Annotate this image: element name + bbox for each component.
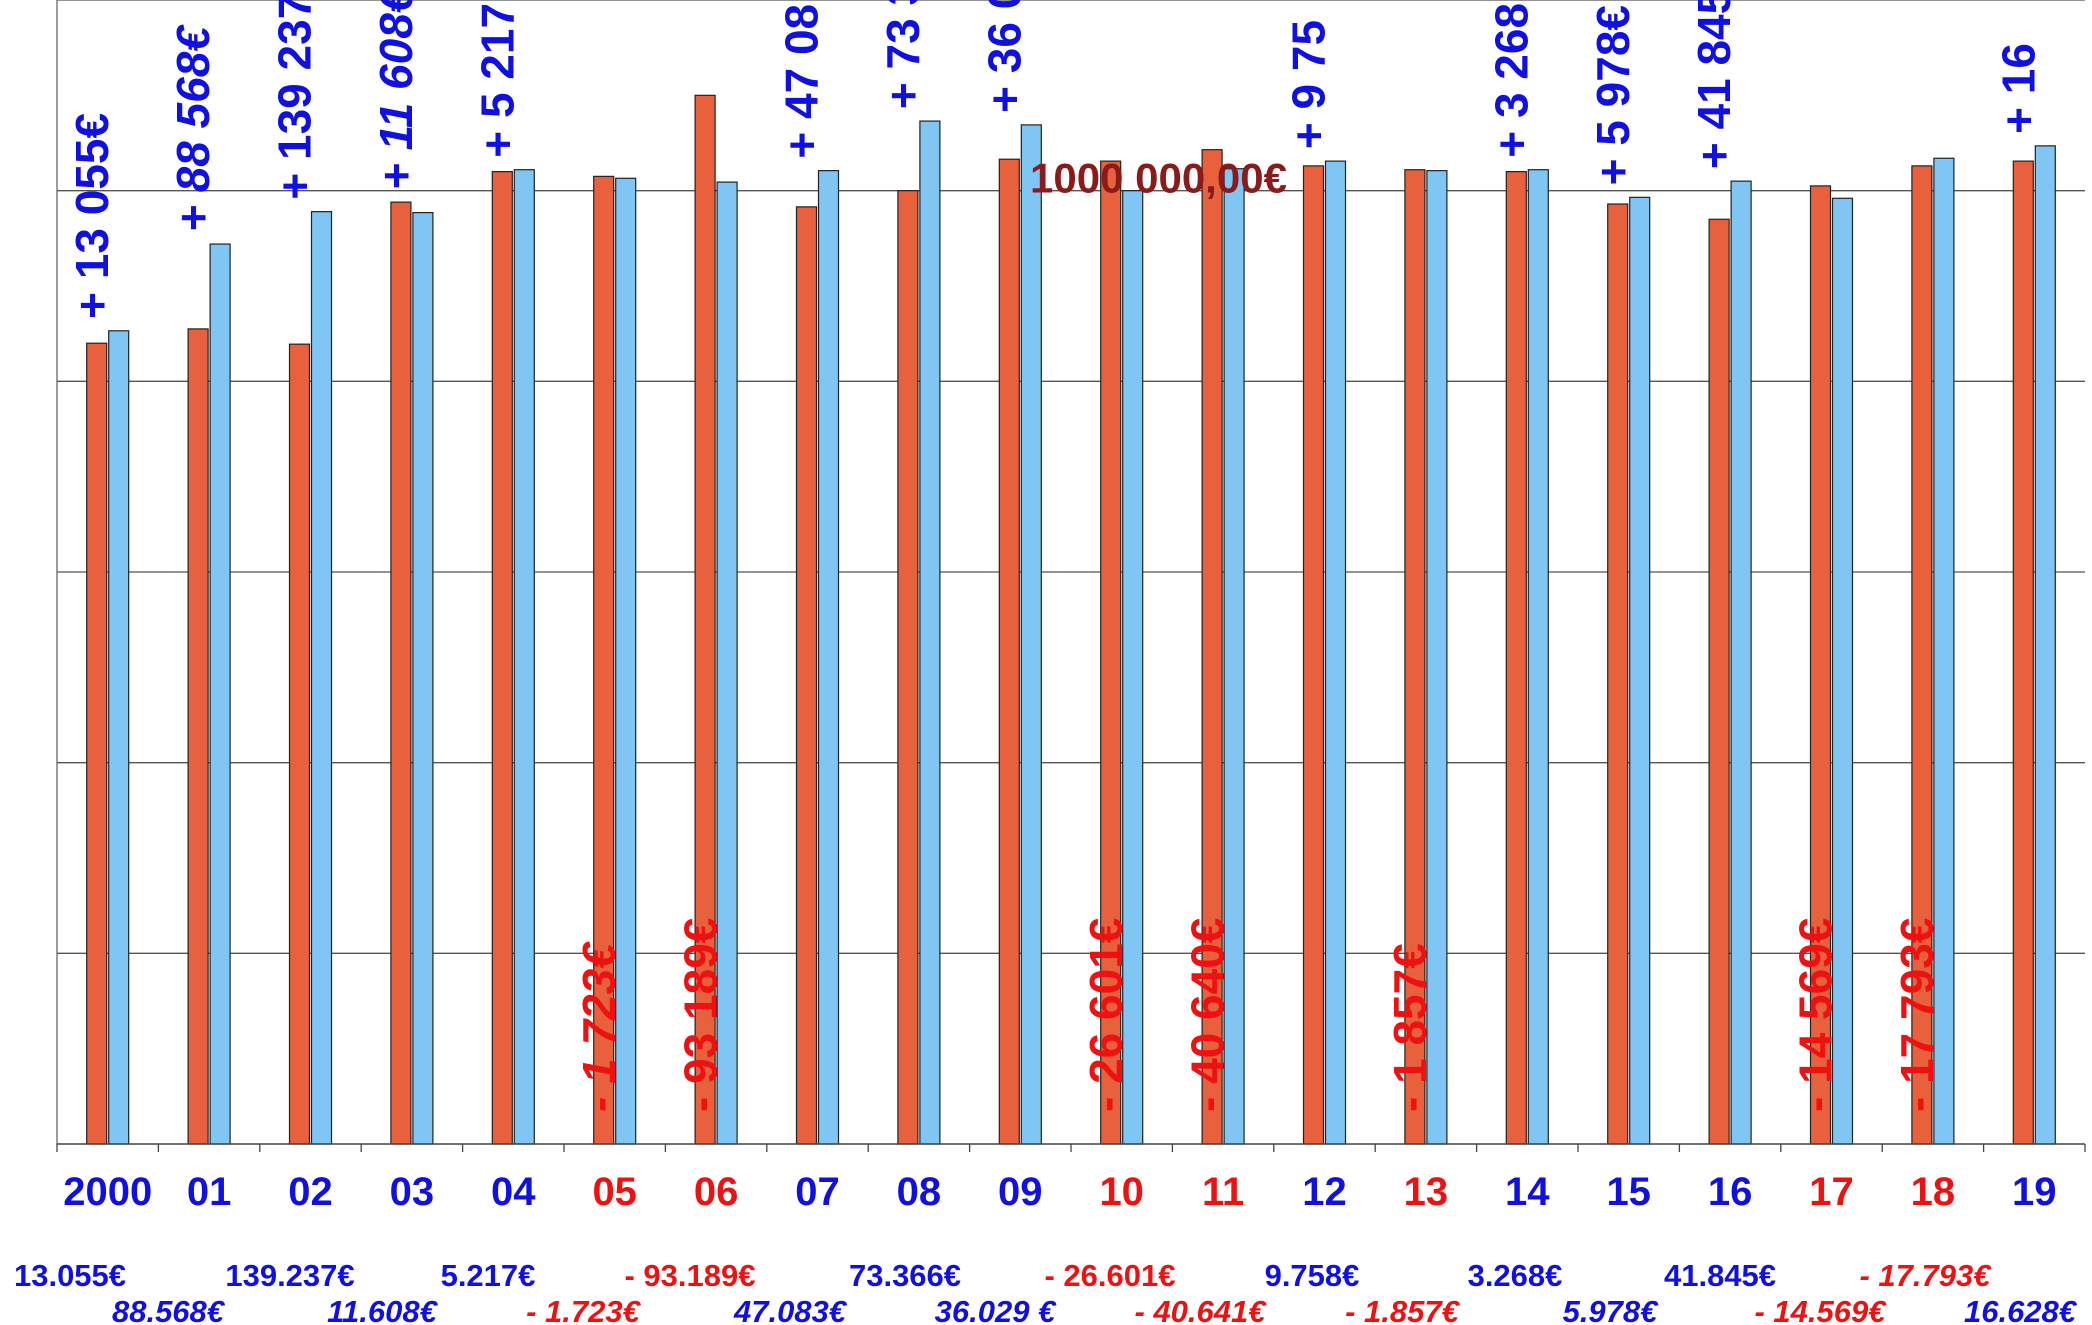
bar-value-label: + 36 02 [978,0,1030,113]
bar-blue-16 [1730,180,1752,1145]
summary-value: - 40.641€ [1135,1294,1268,1325]
x-tick-label: 12 [1302,1170,1347,1214]
bar-orange-02 [288,343,311,1145]
summary-value: - 17.793€ [1860,1258,1993,1293]
bar-orange-04 [491,171,513,1145]
x-tick-label: 09 [998,1170,1043,1214]
x-tick-label: 02 [288,1170,333,1214]
summary-value: - 14.569€ [1755,1294,1888,1325]
bar-orange-2000 [86,342,108,1145]
bar-blue-02 [310,211,333,1145]
x-tick-label: 15 [1606,1170,1651,1214]
bar-blue-03 [412,211,434,1145]
bar-orange-19 [2012,160,2034,1145]
bar-value-label: + 139 237 [269,0,321,200]
summary-value: 47.083€ [733,1294,848,1325]
summary-values: 13.055€ 139.237€ 5.217€ - 93.189€ 73.366€ - 2… [14,1258,2078,1325]
summary-value: 5.217€ [441,1258,536,1293]
bar-value-label: + 88 568€ [167,24,219,232]
x-tick-label: 07 [795,1170,840,1214]
bar-blue-07 [817,170,840,1145]
bar-value-label: - 14 569€ [1790,918,1842,1112]
bar-orange-09 [998,158,1020,1145]
bar-value-label: - 26 601€ [1080,918,1132,1112]
x-tick-label: 19 [2012,1170,2057,1214]
x-tick-label: 18 [1911,1170,1956,1214]
summary-value: - 93.189€ [625,1258,756,1293]
bar-value-label: - 1 723€ [573,941,625,1112]
x-tick-label: 11 [1202,1170,1244,1214]
x-axis: 2000 01 02 03 04 05 06 07 08 09 10 11 12 13 14 15 16 17 18… [56,1143,2086,1214]
bar-value-label: - 1 857€ [1384,943,1436,1112]
summary-value: 139.237€ [225,1258,354,1293]
bar-orange-07 [795,206,818,1145]
x-tick-label: 13 [1404,1170,1449,1214]
x-tick-label: 05 [592,1170,637,1214]
summary-value: 9.758€ [1265,1258,1360,1293]
bar-orange-12 [1302,165,1325,1145]
bar-blue-15 [1629,196,1651,1145]
summary-value: 5.978€ [1563,1294,1660,1325]
bar-blue-04 [513,169,535,1145]
bar-blue-12 [1324,160,1347,1145]
summary-value: 88.568€ [112,1294,226,1325]
summary-value: - 1.723€ [526,1294,642,1325]
bar-value-label: + 11 608€ [370,0,422,190]
bar-value-label: + 5 217 [471,3,523,158]
summary-value: 13.055€ [14,1258,126,1293]
bar-blue-2000 [108,330,130,1145]
reference-line-group: 1000 000,00€ [1030,155,1287,202]
reference-line-label: 1000 000,00€ [1030,155,1287,202]
bar-value-label: + 3 268 [1485,3,1537,158]
bar-orange-15 [1607,203,1629,1145]
summary-value: - 26.601€ [1045,1258,1176,1293]
bar-value-labels: + 13 055€ + 88 568€ + 139 237 + 11 608€ + 5 … [66,0,2045,1112]
x-tick-label: 16 [1708,1170,1753,1214]
x-tick-label: 14 [1505,1170,1550,1214]
bar-value-label: + 47 08 [776,4,828,159]
x-tick-label: 06 [694,1170,739,1214]
bar-value-label: + 41 845 [1688,0,1740,169]
bar-blue-08 [919,120,941,1145]
summary-value: - 1.857€ [1345,1294,1461,1325]
bar-orange-01 [187,328,209,1145]
bar-value-label: + 9 75 [1283,20,1335,149]
summary-value: 36.029 € [935,1294,1057,1325]
bar-value-label: + 73 36 [877,0,929,109]
bar-value-label: - 40 640€ [1181,918,1233,1112]
x-tick-label: 17 [1809,1170,1854,1214]
x-tick-label: 04 [491,1170,536,1214]
summary-value: 73.366€ [849,1258,961,1293]
x-tick-label: 01 [187,1170,232,1214]
bar-blue-01 [209,243,231,1145]
x-tick-label: 10 [1099,1170,1144,1214]
x-tick-label: 08 [897,1170,942,1214]
bar-blue-19 [2034,145,2056,1145]
x-tick-label: 2000 [63,1170,152,1214]
bars [86,94,2056,1145]
bar-orange-14 [1505,171,1527,1145]
bar-blue-09 [1020,124,1042,1145]
bar-value-label: + 13 055€ [66,113,118,319]
bar-blue-14 [1527,169,1549,1145]
bar-orange-08 [897,190,919,1145]
bar-value-label: + 16 [1992,43,2044,134]
bar-value-label: - 17 793€ [1891,918,1943,1112]
summary-value: 11.608€ [327,1294,439,1325]
bar-value-label: + 5 978€ [1587,5,1639,185]
x-tick-label: 03 [390,1170,435,1214]
summary-value: 16.628€ [1964,1294,2078,1325]
summary-value: 41.845€ [1664,1258,1776,1293]
bar-orange-16 [1708,218,1730,1145]
bar-value-label: - 93 189€ [674,918,726,1112]
bar-orange-03 [390,201,412,1145]
summary-value: 3.268€ [1468,1258,1563,1293]
